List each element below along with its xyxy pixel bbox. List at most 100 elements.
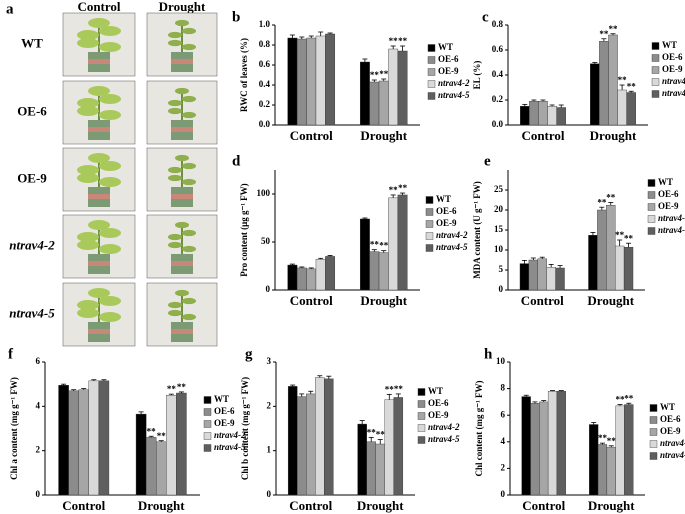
bar xyxy=(520,106,530,126)
panel-label: f xyxy=(8,346,14,362)
leaf xyxy=(168,301,182,309)
bar xyxy=(537,258,547,291)
bar xyxy=(608,34,618,126)
bar xyxy=(306,393,316,496)
pot-band xyxy=(171,59,193,64)
error-bar xyxy=(390,45,396,49)
significance-label: ** xyxy=(376,430,386,440)
bar xyxy=(626,92,636,126)
legend-swatch xyxy=(203,420,212,428)
panel-label: a xyxy=(6,1,14,17)
y-tick-label: 1 xyxy=(267,445,272,455)
leaf xyxy=(99,244,121,254)
bar xyxy=(519,263,530,291)
error-bar xyxy=(381,250,387,253)
bar xyxy=(306,37,317,126)
leaf xyxy=(99,161,121,171)
error-bar xyxy=(523,394,529,397)
bar xyxy=(528,259,538,291)
legend-label: WT xyxy=(658,177,673,187)
y-tick-label: 0 xyxy=(501,489,506,499)
error-bar xyxy=(599,442,605,445)
error-bar xyxy=(558,104,564,108)
legend-label: OE-9 xyxy=(660,426,681,436)
bar xyxy=(58,385,69,496)
y-tick-label: 0.0 xyxy=(259,119,271,129)
significance-label: ** xyxy=(385,384,395,394)
bar xyxy=(166,395,177,496)
error-bar xyxy=(317,375,323,378)
legend-label: WT xyxy=(660,402,675,412)
bar xyxy=(315,377,325,496)
x-tick-label: Drought xyxy=(588,498,635,513)
bar xyxy=(156,441,167,496)
bar xyxy=(88,380,100,496)
error-bar xyxy=(178,391,184,394)
legend-swatch xyxy=(417,436,426,444)
bar xyxy=(547,391,558,496)
error-bar xyxy=(299,36,305,39)
error-bar xyxy=(377,439,383,445)
y-tick-label: 0.4 xyxy=(492,69,504,79)
legend-swatch xyxy=(651,90,660,98)
pot-band xyxy=(171,261,193,266)
legend-swatch xyxy=(425,208,434,216)
y-axis-label: Chl content (mg g⁻¹ FW) xyxy=(474,381,484,477)
bar xyxy=(366,441,376,496)
error-bar xyxy=(327,255,333,257)
error-bar xyxy=(590,231,596,236)
bar xyxy=(369,251,380,291)
leaf xyxy=(77,98,99,108)
y-tick-label: 6 xyxy=(501,409,506,419)
leaf xyxy=(168,39,182,47)
error-bar xyxy=(371,79,377,82)
leaf xyxy=(77,240,99,250)
error-bar xyxy=(601,38,607,42)
leaf xyxy=(168,31,182,39)
error-bar xyxy=(626,242,632,248)
error-bar xyxy=(386,393,392,400)
error-bar xyxy=(362,58,368,62)
error-bar xyxy=(599,206,605,210)
error-bar xyxy=(626,402,632,405)
bar xyxy=(589,424,599,496)
significance-label: ** xyxy=(167,384,177,394)
bar xyxy=(315,35,326,126)
error-bar xyxy=(289,34,295,38)
significance-label: ** xyxy=(177,382,187,392)
bar xyxy=(615,405,625,496)
leaf xyxy=(77,38,99,48)
significance-label: ** xyxy=(624,233,634,243)
row-label: ntrav4-2 xyxy=(9,237,55,252)
significance-label: ** xyxy=(389,185,399,195)
legend-label: OE-9 xyxy=(428,410,449,420)
leaf xyxy=(77,165,99,175)
legend-swatch xyxy=(425,196,434,204)
legend-label: OE-9 xyxy=(662,64,683,74)
y-tick-label: 0 xyxy=(499,284,504,294)
bar xyxy=(359,61,370,126)
leaf xyxy=(88,288,110,298)
y-tick-label: 0.6 xyxy=(259,59,271,69)
error-bar xyxy=(531,99,537,102)
error-bar xyxy=(610,33,616,35)
error-bar xyxy=(400,45,406,51)
leaf xyxy=(182,245,196,253)
legend-swatch xyxy=(651,54,660,62)
error-bar xyxy=(390,194,396,198)
legend-label: ntrav4-5 xyxy=(214,442,246,452)
legend-swatch xyxy=(425,232,434,240)
error-bar xyxy=(541,400,547,402)
error-bar xyxy=(619,84,625,90)
legend-swatch xyxy=(417,412,426,420)
legend-swatch xyxy=(649,404,658,412)
bar xyxy=(296,396,307,496)
leaf xyxy=(175,154,189,162)
error-bar xyxy=(592,62,598,64)
leaf xyxy=(88,153,110,163)
legend-swatch xyxy=(647,215,656,223)
significance-label: ** xyxy=(618,75,628,85)
legend-label: OE-9 xyxy=(438,66,459,76)
bar xyxy=(546,267,556,291)
leaf xyxy=(88,220,110,230)
